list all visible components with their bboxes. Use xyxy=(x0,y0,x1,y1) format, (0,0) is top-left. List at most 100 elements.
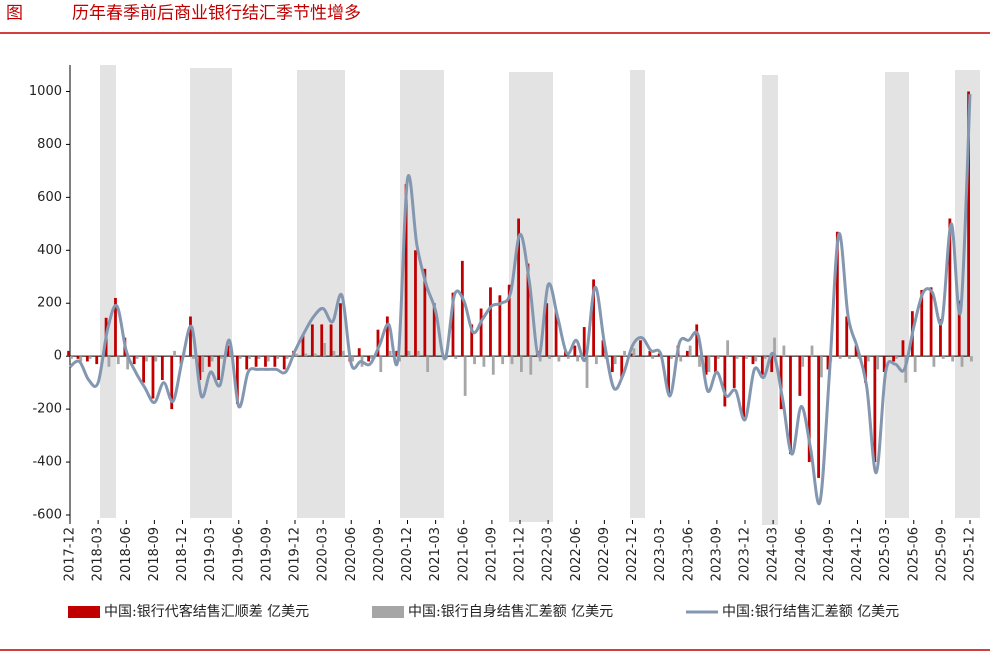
bar xyxy=(595,356,598,365)
bar xyxy=(573,345,577,357)
bar xyxy=(376,329,380,357)
bar xyxy=(107,356,111,367)
bar xyxy=(238,356,242,359)
bar xyxy=(479,308,483,357)
bar xyxy=(160,356,164,380)
bar xyxy=(248,356,251,359)
bar xyxy=(517,218,520,357)
bar xyxy=(807,356,811,463)
bar xyxy=(538,356,542,362)
bar xyxy=(257,356,261,359)
bar xyxy=(576,356,580,362)
bar xyxy=(592,279,595,357)
bar xyxy=(939,319,942,357)
bar xyxy=(201,356,205,373)
bar xyxy=(545,303,549,357)
bar xyxy=(941,356,945,359)
bar xyxy=(913,356,917,373)
bar xyxy=(491,356,495,375)
legend-label: 中国:银行结售汇差额 亿美元 xyxy=(722,604,899,620)
bar xyxy=(470,324,474,357)
x-tick-label: 2024-09 xyxy=(822,527,837,581)
bar xyxy=(126,356,130,370)
y-tick-label: -400 xyxy=(32,455,62,470)
y-tick-label: 800 xyxy=(37,137,62,152)
bar xyxy=(751,356,755,365)
x-tick-label: 2024-12 xyxy=(850,527,865,581)
x-tick-label: 2019-12 xyxy=(288,527,303,581)
x-tick-label: 2021-09 xyxy=(484,527,499,581)
x-tick-label: 2021-03 xyxy=(428,527,443,581)
bar xyxy=(416,350,420,357)
bar xyxy=(651,356,655,359)
bar xyxy=(585,356,589,388)
x-tick-label: 2023-12 xyxy=(738,527,753,581)
bar xyxy=(482,356,486,367)
bar xyxy=(685,350,689,357)
bar xyxy=(620,356,624,378)
bar xyxy=(351,356,355,362)
bar xyxy=(463,356,467,396)
bar xyxy=(189,316,192,357)
x-tick-label: 2021-06 xyxy=(456,527,471,581)
bar xyxy=(414,250,417,357)
y-tick-label: 400 xyxy=(37,243,62,258)
bar xyxy=(432,303,436,357)
x-tick-label: 2018-03 xyxy=(91,527,106,581)
bar xyxy=(798,356,802,396)
bar xyxy=(960,356,964,367)
bar xyxy=(695,324,699,357)
x-tick-label: 2025-03 xyxy=(878,527,893,581)
bar xyxy=(770,356,774,373)
bar xyxy=(932,356,936,367)
bar xyxy=(198,356,202,380)
bar xyxy=(135,356,139,359)
bar xyxy=(629,353,633,357)
bar xyxy=(639,340,642,357)
bar xyxy=(276,356,280,359)
bar xyxy=(714,356,717,373)
bar xyxy=(142,356,145,383)
bar xyxy=(957,300,961,357)
bar xyxy=(339,303,342,357)
x-tick-label: 2024-06 xyxy=(794,527,809,581)
bar xyxy=(454,356,458,359)
bar xyxy=(732,356,736,388)
bar xyxy=(601,340,605,357)
bar xyxy=(145,356,148,362)
bar xyxy=(826,356,830,370)
x-tick-label: 2020-03 xyxy=(316,527,331,581)
y-tick-label: 0 xyxy=(54,349,62,364)
bar xyxy=(395,350,399,357)
bar xyxy=(835,231,839,357)
x-tick-label: 2019-03 xyxy=(203,527,218,581)
bar xyxy=(716,356,720,359)
bar xyxy=(379,356,383,373)
bar xyxy=(742,356,745,418)
x-tick-label: 2020-12 xyxy=(400,527,415,581)
x-tick-label: 2022-09 xyxy=(597,527,612,581)
bar xyxy=(404,184,408,357)
bar xyxy=(304,353,308,357)
x-tick-label: 2017-12 xyxy=(63,527,78,581)
bar xyxy=(632,348,636,357)
y-tick-label: -200 xyxy=(32,402,62,417)
bar xyxy=(704,356,708,375)
legend-label: 中国:银行自身结售汇差额 亿美元 xyxy=(408,604,613,620)
bar xyxy=(385,316,389,357)
bar xyxy=(173,350,176,357)
shade xyxy=(190,68,232,518)
bar xyxy=(848,356,851,359)
bar xyxy=(548,356,551,359)
bar xyxy=(426,356,430,373)
bar xyxy=(951,356,955,362)
bar xyxy=(554,311,558,357)
bar xyxy=(520,356,523,373)
x-tick-label: 2022-12 xyxy=(625,527,640,581)
bar xyxy=(507,284,511,357)
bar xyxy=(810,345,814,357)
x-tick-label: 2022-06 xyxy=(569,527,584,581)
line xyxy=(69,94,972,506)
bar xyxy=(88,356,92,359)
bar xyxy=(329,324,333,357)
